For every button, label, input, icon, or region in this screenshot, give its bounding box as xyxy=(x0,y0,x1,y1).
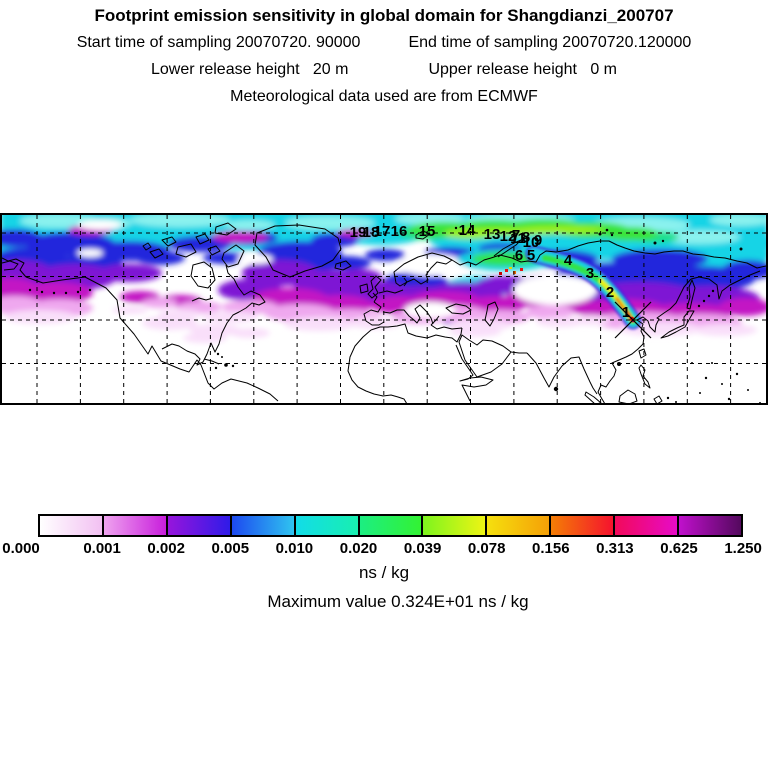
colorbar-tick-label: 0.000 xyxy=(2,540,40,557)
maximum-value-label: Maximum value 0.324E+01 ns / kg xyxy=(267,592,529,611)
station-marker xyxy=(614,301,652,339)
colorbar-tick-labels: 0.000 0.001 0.002 0.005 0.010 0.020 0.039 0.078… xyxy=(0,540,768,558)
page-title: Footprint emission sensitivity in global… xyxy=(94,6,674,25)
colorbar-tick-label: 0.625 xyxy=(660,540,698,557)
colorbar-tick-label: 0.313 xyxy=(596,540,634,557)
trajectory-hour-label: 8 xyxy=(522,229,530,246)
trajectory-hour-label: 15 xyxy=(419,223,436,240)
trajectory-hour-label: 19 xyxy=(350,224,367,241)
colorbar-tick-label: 0.005 xyxy=(211,540,250,557)
colorbar-segment xyxy=(293,516,358,535)
trajectory-hour-label: 9 xyxy=(534,232,542,249)
sampling-times-row: Start time of sampling 20070720. 90000 E… xyxy=(0,34,768,52)
trajectory-hour-label: 18 xyxy=(363,224,380,241)
colorbar-tick-label: 0.039 xyxy=(403,540,442,557)
end-time-text: End time of sampling 20070720.120000 xyxy=(408,34,692,51)
footprint-map-svg: 12345678910111213141516171819 xyxy=(0,213,768,405)
islands xyxy=(28,226,761,403)
colorbar-segment xyxy=(357,516,422,535)
colorbar-tick-label: 0.010 xyxy=(275,540,314,557)
upper-release-text: Upper release height 0 m xyxy=(428,61,617,78)
colorbar-tick-label: 0.078 xyxy=(467,540,506,557)
colorbar-tick-label: 0.001 xyxy=(83,540,121,557)
colorbar xyxy=(38,514,743,537)
plume-top-band xyxy=(397,219,679,271)
colorbar-tick-label: 1.250 xyxy=(724,540,762,557)
trajectory-hour-label: 10 xyxy=(523,234,540,251)
trajectory-hour-label: 12 xyxy=(500,228,517,245)
colorbar-units-label: ns / kg xyxy=(358,563,410,582)
colorbar-segment xyxy=(485,516,550,535)
lower-release-text: Lower release height 20 m xyxy=(151,61,349,78)
release-heights-row: Lower release height 20 m Upper release … xyxy=(0,61,768,79)
colorbar-segment xyxy=(421,516,486,535)
colorbar-segment xyxy=(229,516,294,535)
trajectory-hour-label: 13 xyxy=(484,226,501,243)
trajectory-hour-label: 3 xyxy=(586,265,594,282)
map-border xyxy=(0,213,768,405)
trajectory-hour-label: 16 xyxy=(391,223,408,240)
colorbar-tick-label: 0.020 xyxy=(339,540,378,557)
trajectory-hour-label: 2 xyxy=(606,284,614,301)
trajectory-hour-label: 17 xyxy=(374,223,391,240)
trajectory-hour-label: 7 xyxy=(512,227,520,244)
trajectory-hour-label: 5 xyxy=(527,247,535,264)
start-time-text: Start time of sampling 20070720. 90000 xyxy=(76,34,361,51)
colorbar-segment xyxy=(40,516,102,535)
trajectory-hour-label: 11 xyxy=(510,230,526,247)
colorbar-tick-label: 0.002 xyxy=(147,540,185,557)
trajectory-hour-label: 6 xyxy=(515,247,523,264)
met-source-text: Meteorological data used are from ECMWF xyxy=(230,88,538,105)
colorbar-segment xyxy=(613,516,678,535)
colorbar-segment xyxy=(549,516,614,535)
trajectory-hour-label: 14 xyxy=(459,222,476,239)
colorbar-segment xyxy=(101,516,166,535)
colorbar-segment xyxy=(165,516,230,535)
world-map-panel: 12345678910111213141516171819 xyxy=(0,213,768,405)
colorbar-tick-label: 0.156 xyxy=(532,540,570,557)
trajectory-hour-labels: 12345678910111213141516171819 xyxy=(350,222,631,321)
coastlines xyxy=(2,222,766,403)
colorbar-segment xyxy=(677,516,741,535)
trajectory-hour-label: 4 xyxy=(564,252,573,269)
